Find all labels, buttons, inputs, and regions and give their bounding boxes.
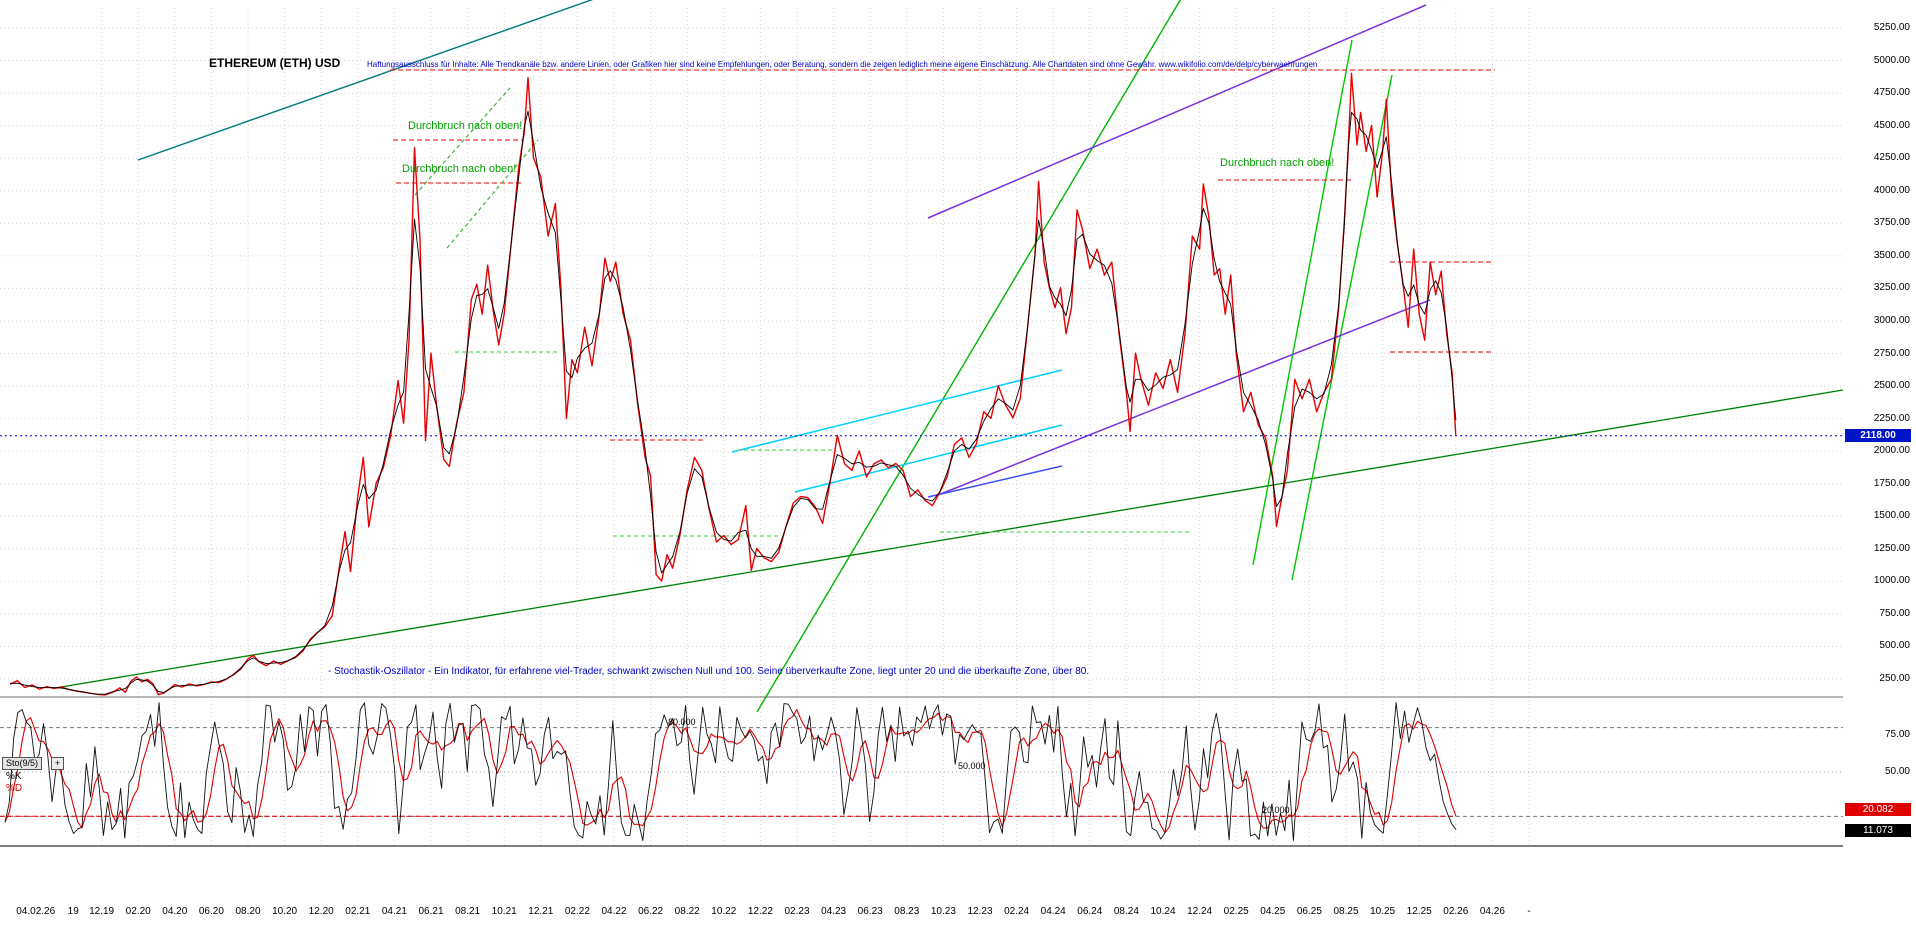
- time-axis-label: 08.25: [1333, 906, 1359, 917]
- price-axis-label: 3500.00: [1873, 249, 1910, 261]
- time-axis-label: 10.20: [272, 906, 298, 917]
- stochastic-indicator-label: Sto(9/5): [2, 757, 43, 770]
- time-axis-label: 12.25: [1406, 906, 1432, 917]
- trendline: [446, 139, 539, 249]
- price-axis-label: 1250.00: [1873, 542, 1910, 554]
- trendline: [794, 424, 1063, 493]
- indicator-expand-button[interactable]: +: [51, 757, 64, 770]
- time-axis-label: 08.23: [894, 906, 920, 917]
- trendline: [927, 4, 1427, 219]
- time-axis-label: 06.25: [1296, 906, 1322, 917]
- time-axis-label: 02.24: [1004, 906, 1030, 917]
- price-axis-label: 4750.00: [1873, 87, 1910, 99]
- stochastic-level-label: 80.000: [668, 716, 696, 727]
- price-axis-label: 2500.00: [1873, 380, 1910, 392]
- trendline: [927, 465, 1063, 498]
- time-axis-label: 12.23: [967, 906, 993, 917]
- price-axis-label: 750.00: [1879, 607, 1910, 619]
- stochastic-axis-label: 75.00: [1884, 729, 1910, 740]
- time-axis-label: 12.24: [1187, 906, 1213, 917]
- price-axis-label: 3250.00: [1873, 282, 1910, 294]
- time-axis-label: 04.23: [821, 906, 847, 917]
- time-axis-label: 08.22: [674, 906, 700, 917]
- trendline: [137, 0, 594, 161]
- price-axis-label: 1000.00: [1873, 575, 1910, 587]
- price-axis-label: 4250.00: [1873, 152, 1910, 164]
- time-axis-label: 04.02.26: [16, 906, 56, 917]
- price-axis-label: 4000.00: [1873, 184, 1910, 196]
- time-axis-label: 08.24: [1113, 906, 1139, 917]
- breakout-annotation: Durchbruch nach oben!: [402, 163, 517, 175]
- time-axis-label: 02.20: [125, 906, 151, 917]
- stochastic-k-value-tag: 11.073: [1845, 823, 1911, 837]
- price-axis-label: 5000.00: [1873, 54, 1910, 66]
- time-axis-label: 04.20: [162, 906, 188, 917]
- percent-d-legend: %D: [6, 783, 23, 794]
- price-axis-label: 2000.00: [1873, 445, 1910, 457]
- price-axis-label: 5250.00: [1873, 22, 1910, 33]
- price-axis-label: 250.00: [1879, 673, 1910, 684]
- time-axis-label: -: [1527, 906, 1531, 917]
- time-axis-label: 04.26: [1479, 906, 1505, 917]
- stoch-k-line: [4, 702, 1457, 842]
- chart-title: ETHEREUM (ETH) USD: [209, 56, 341, 70]
- disclaimer-text: Haftungsausschluss für Inhalte: Alle Tre…: [367, 60, 1318, 69]
- stochastic-description: - Stochastik-Oszillator - Ein Indikator,…: [328, 666, 1090, 677]
- time-axis-label: 06.22: [638, 906, 664, 917]
- trendline: [414, 87, 511, 196]
- time-axis-label: 04.25: [1260, 906, 1286, 917]
- time-axis-label: 06.21: [418, 906, 444, 917]
- time-axis-label: 10.24: [1150, 906, 1176, 917]
- time-axis-label: 02.21: [345, 906, 371, 917]
- trendline: [54, 389, 1844, 689]
- time-axis-label: 10.23: [930, 906, 956, 917]
- trendline: [1291, 74, 1393, 581]
- price-axis-label: 3000.00: [1873, 314, 1910, 326]
- time-axis-label: 12.21: [528, 906, 554, 917]
- price-axis-label: 1500.00: [1873, 510, 1910, 522]
- stoch-d-line: [4, 709, 1457, 834]
- price-axis-label: 2750.00: [1873, 347, 1910, 359]
- trendline: [937, 299, 1431, 496]
- time-axis-label: 10.25: [1370, 906, 1396, 917]
- time-axis-label: 04.21: [381, 906, 407, 917]
- time-axis-label: 08.21: [455, 906, 481, 917]
- time-axis-label: 19: [67, 906, 79, 917]
- time-axis-label: 02.22: [564, 906, 590, 917]
- stochastic-level-label: 50.000: [958, 761, 986, 771]
- time-axis-label: 02.26: [1443, 906, 1469, 917]
- stochastic-axis-label: 50.00: [1884, 766, 1910, 777]
- breakout-annotation: Durchbruch nach oben!: [1220, 157, 1335, 169]
- price-axis-label: 1750.00: [1873, 477, 1910, 489]
- breakout-annotation: Durchbruch nach oben!: [408, 120, 523, 132]
- time-axis-label: 08.20: [235, 906, 261, 917]
- time-axis-label: 06.23: [857, 906, 883, 917]
- price-axis-label: 3750.00: [1873, 217, 1910, 229]
- stochastic-d-value-tag: 20.082: [1845, 803, 1911, 817]
- price-axis-label: 500.00: [1879, 640, 1910, 652]
- time-axis-label: 06.20: [198, 906, 224, 917]
- time-axis-label: 04.24: [1040, 906, 1066, 917]
- percent-k-legend: %K: [6, 771, 22, 782]
- time-axis-label: 12.19: [89, 906, 115, 917]
- price-line-black: [10, 110, 1457, 695]
- last-price-tag: 2118.00: [1845, 428, 1911, 442]
- price-line-red: [9, 72, 1457, 696]
- price-axis-label: 4500.00: [1873, 119, 1910, 131]
- trendline: [1252, 39, 1353, 566]
- stochastic-level-label: 20.000: [1262, 805, 1290, 816]
- time-axis-label: 10.22: [711, 906, 737, 917]
- time-axis-label: 02.23: [784, 906, 810, 917]
- time-axis-label: 06.24: [1077, 906, 1103, 917]
- trendline: [731, 369, 1063, 453]
- time-axis-label: 04.22: [601, 906, 627, 917]
- time-axis-label: 12.20: [308, 906, 334, 917]
- time-axis-label: 10.21: [491, 906, 517, 917]
- time-axis-label: 12.22: [747, 906, 773, 917]
- price-axis-label: 2250.00: [1873, 412, 1910, 424]
- trendline: [756, 0, 1182, 713]
- time-axis-label: 02.25: [1223, 906, 1249, 917]
